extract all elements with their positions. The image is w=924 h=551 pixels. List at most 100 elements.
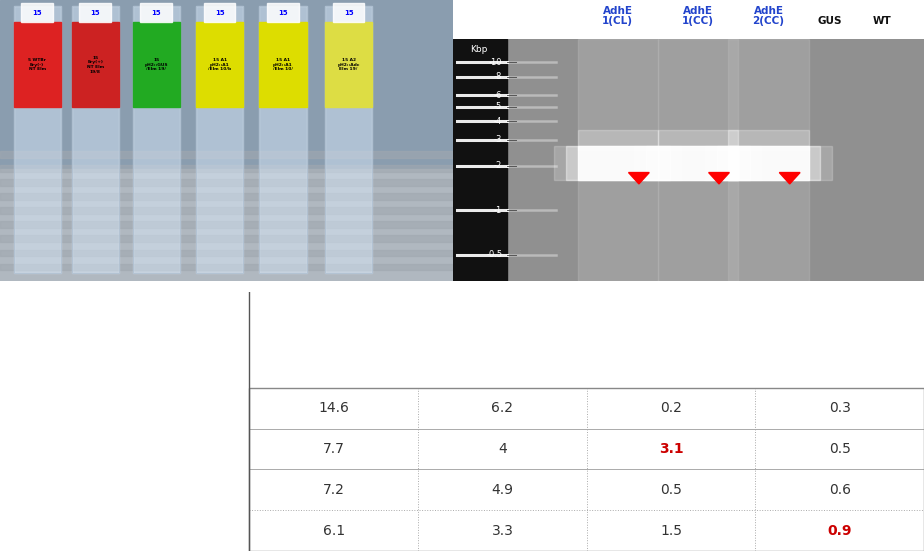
Text: 15: 15 [152,10,161,15]
Text: -4: -4 [494,117,503,126]
Text: WT: WT [872,17,891,26]
Text: 15: 15 [278,10,287,15]
Bar [333,3,364,23]
Text: 6.1: 6.1 [322,523,345,538]
Text: 14.6: 14.6 [319,401,349,415]
Text: 15: 15 [344,10,354,15]
Text: AdhE2(CC)/: AdhE2(CC)/ [158,524,237,537]
Text: -6: -6 [493,91,503,100]
Text: 5 WTBr
Ery(-)
NT Elm: 5 WTBr Ery(-) NT Elm [28,58,46,71]
Bar [133,6,180,273]
Bar [260,23,307,107]
Bar [658,146,738,180]
Text: 15: 15 [214,10,225,15]
Bar [634,146,761,180]
Bar [0,222,453,228]
Text: 15: 15 [91,10,100,15]
Bar [260,6,307,273]
Bar [658,130,738,149]
Text: 15: 15 [32,10,42,15]
Text: 0.2: 0.2 [660,401,682,415]
Bar [325,23,372,107]
Bar [0,179,453,186]
Text: 4.9: 4.9 [492,483,514,497]
Bar [71,23,118,107]
Text: Product (mM): Product (mM) [523,309,650,327]
Bar [196,23,243,107]
Text: 15 A1
pH2::A1
/Elm 10/b: 15 A1 pH2::A1 /Elm 10/b [208,58,231,71]
Text: 15 A1
pH2::A1
/Elm 10/: 15 A1 pH2::A1 /Elm 10/ [273,58,293,71]
Bar [14,6,61,273]
Text: AdhE1(CC)/: AdhE1(CC)/ [158,483,237,496]
Bar [196,6,243,273]
Text: -10: -10 [489,58,503,67]
Bar [0,193,453,200]
Text: -0.5: -0.5 [486,250,503,259]
Text: Kbp: Kbp [470,45,487,53]
Bar [249,388,924,551]
Bar [21,3,53,23]
Bar [14,6,61,273]
Text: 6.2: 6.2 [492,401,514,415]
Text: 3.1: 3.1 [659,442,684,456]
Text: E. limosum: E. limosum [237,442,314,456]
Bar [554,146,681,180]
Bar [0,169,453,281]
Bar [204,3,236,23]
Bar [260,6,307,273]
Text: WT: WT [211,402,237,415]
Bar [0,235,453,242]
Text: 15
pH2::GUS
/Elm 19/: 15 pH2::GUS /Elm 19/ [144,58,168,71]
Bar [728,39,808,281]
Polygon shape [779,172,800,184]
Text: -1: -1 [494,206,503,214]
Bar [325,6,372,273]
Text: 7.7: 7.7 [322,442,345,456]
Bar [79,3,111,23]
Bar [728,146,808,180]
Bar [646,146,749,180]
Text: E. limosum: E. limosum [237,402,314,415]
Bar [196,6,243,273]
Bar [0,165,453,172]
Bar [717,146,821,180]
Bar [0,263,453,271]
Text: AdhE
2(CC): AdhE 2(CC) [752,6,784,26]
Text: 0.3: 0.3 [829,401,851,415]
Text: -8: -8 [493,72,503,81]
Bar [133,23,180,107]
Text: AdhE
1(CC): AdhE 1(CC) [682,6,714,26]
Bar [0,207,453,214]
Text: Ethanol: Ethanol [641,359,701,373]
Text: Acetate: Acetate [303,359,364,373]
Bar [453,39,507,281]
Bar [133,6,180,273]
Bar [578,39,658,281]
Bar [267,3,298,23]
Bar [71,6,118,273]
Text: 0.5: 0.5 [660,483,682,497]
Text: -2: -2 [494,161,503,170]
Bar [71,6,118,273]
Text: Butanol: Butanol [809,359,870,373]
Bar [578,146,658,180]
Text: E. limosum: E. limosum [237,483,314,496]
Bar [578,130,658,149]
Text: 0.5: 0.5 [829,442,851,456]
Text: GUS: GUS [818,17,842,26]
Bar [325,6,372,273]
Text: 0.6: 0.6 [829,483,851,497]
Text: 1.5: 1.5 [660,523,682,538]
Text: E. limosum: E. limosum [237,524,314,537]
Bar [728,130,808,149]
Text: 3.3: 3.3 [492,523,514,538]
Bar [0,151,453,158]
Bar [14,23,61,107]
Bar [249,388,924,551]
Bar [565,146,670,180]
Bar [705,146,833,180]
Bar [658,39,738,281]
Text: 0.9: 0.9 [827,523,852,538]
Text: -5: -5 [494,102,503,111]
Text: -3: -3 [493,135,503,144]
